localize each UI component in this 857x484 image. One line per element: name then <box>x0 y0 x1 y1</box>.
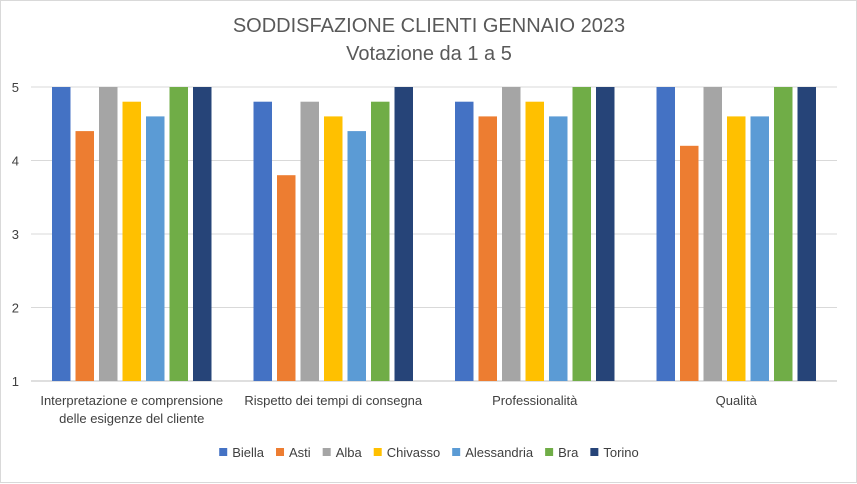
bar-alba <box>502 87 521 381</box>
y-tick-label: 1 <box>12 374 19 389</box>
chart-title: SODDISFAZIONE CLIENTI GENNAIO 2023 <box>233 15 625 37</box>
x-axis: Interpretazione e comprensione delle esig… <box>40 393 757 426</box>
category-label: Professionalità <box>492 393 578 408</box>
category-label: Qualità <box>716 393 758 408</box>
legend: Biella Asti Alba Chivasso Alessandria Bra Tori… <box>219 445 639 460</box>
bar-chivasso <box>122 101 141 381</box>
bar-bra <box>169 87 188 381</box>
bar-asti <box>75 131 94 381</box>
y-axis: 1 2 3 4 5 <box>12 80 19 389</box>
bars <box>52 87 816 382</box>
legend-item-asti: Asti <box>276 445 311 460</box>
bar-torino <box>394 87 413 381</box>
bar-alessandria <box>549 116 568 382</box>
bar-alba <box>703 87 722 381</box>
bar-asti <box>277 175 296 381</box>
y-tick-label: 5 <box>12 80 19 95</box>
bar-biella <box>455 101 474 381</box>
legend-label: Alessandria <box>465 445 534 460</box>
legend-item-chivasso: Chivasso <box>373 445 440 460</box>
bar-chivasso <box>324 116 343 382</box>
legend-label: Biella <box>232 445 265 460</box>
category-label-line: Professionalità <box>492 393 578 408</box>
bar-alba <box>99 87 118 381</box>
bar-alessandria <box>750 116 769 382</box>
bar-biella <box>656 87 675 381</box>
bar-asti <box>680 145 699 381</box>
bar-chivasso <box>525 101 544 381</box>
category-label-line: delle esigenze del cliente <box>59 411 204 426</box>
legend-swatch <box>590 448 599 456</box>
category-label-line: Interpretazione e comprensione <box>40 393 223 408</box>
y-tick-label: 3 <box>12 227 19 242</box>
legend-item-torino: Torino <box>590 445 639 460</box>
bar-bra <box>371 101 390 381</box>
legend-item-alba: Alba <box>322 445 363 460</box>
bar-alessandria <box>146 116 165 382</box>
legend-label: Bra <box>558 445 579 460</box>
y-tick-label: 4 <box>12 154 19 169</box>
legend-swatch <box>276 448 285 456</box>
category-label: Rispetto dei tempi di consegna <box>244 393 423 408</box>
legend-label: Torino <box>603 445 638 460</box>
bar-torino <box>596 87 615 381</box>
legend-item-bra: Bra <box>545 445 579 460</box>
chart-subtitle: Votazione da 1 a 5 <box>346 43 512 65</box>
legend-label: Asti <box>289 445 311 460</box>
legend-swatch <box>219 448 228 456</box>
bar-chivasso <box>727 116 746 382</box>
bar-alba <box>300 101 319 381</box>
bar-asti <box>478 116 497 382</box>
y-tick-label: 2 <box>12 301 19 316</box>
legend-item-alessandria: Alessandria <box>452 445 534 460</box>
gridlines <box>31 86 837 382</box>
category-label: Interpretazione e comprensione delle esig… <box>40 393 223 426</box>
legend-swatch <box>545 448 554 456</box>
bar-bra <box>572 87 591 381</box>
legend-label: Chivasso <box>387 445 440 460</box>
bar-biella <box>52 87 71 381</box>
category-label-line: Rispetto dei tempi di consegna <box>244 393 423 408</box>
bar-bra <box>774 87 793 381</box>
legend-swatch <box>322 448 331 456</box>
bar-torino <box>797 87 816 381</box>
bar-biella <box>253 101 272 381</box>
legend-item-biella: Biella <box>219 445 265 460</box>
legend-label: Alba <box>336 445 363 460</box>
bar-torino <box>193 87 212 381</box>
bar-alessandria <box>347 131 366 381</box>
legend-swatch <box>452 448 461 456</box>
legend-swatch <box>373 448 382 456</box>
category-label-line: Qualità <box>716 393 758 408</box>
